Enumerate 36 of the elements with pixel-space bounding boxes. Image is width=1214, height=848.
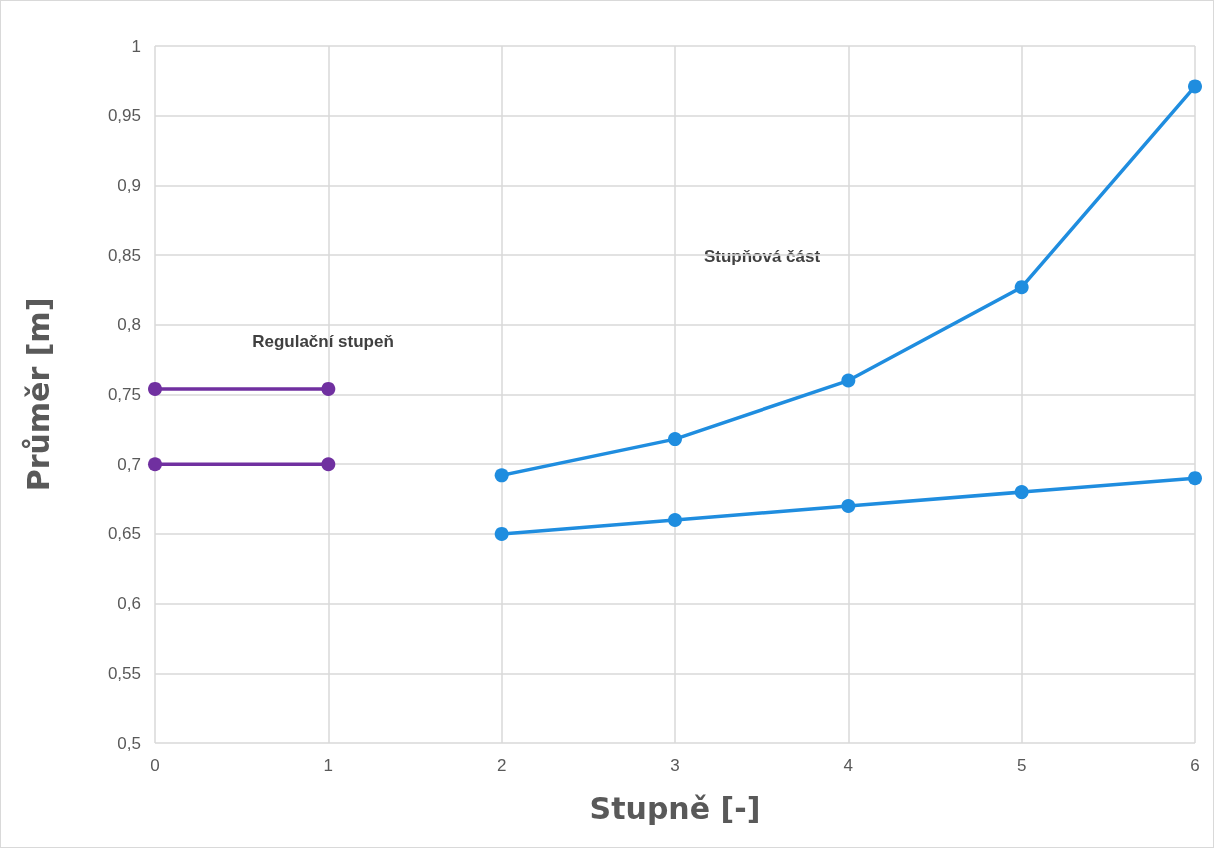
point [841,499,856,514]
annotation: Regulační stupeň [252,331,394,351]
point [494,526,509,541]
x-tick-label: 4 [843,756,854,775]
x-axis-title: Stupně [-] [589,790,761,826]
y-tick-label: 0,55 [107,663,141,683]
y-tick-label: 0,6 [117,594,141,614]
x-tick-label: 6 [1190,756,1200,775]
y-tick-label: 0,95 [107,106,141,126]
y-tick-label: 0,9 [117,175,141,195]
x-tick-label: 5 [1016,756,1027,775]
y-axis-title: Průměr [m] [20,297,56,492]
x-tick-label: 2 [496,756,507,775]
point [148,381,162,396]
point [1014,485,1029,500]
point [841,373,856,388]
point [321,381,336,396]
x-tick-label: 3 [670,756,680,775]
point [668,512,682,527]
point [1014,280,1029,295]
y-tick-label: 0,75 [107,385,141,404]
point [1188,471,1202,486]
annotation: Stupňová část [703,246,821,266]
point [1188,79,1202,94]
y-tick-label: 0,65 [107,524,141,544]
x-tick-label: 1 [323,756,334,775]
y-tick-label: 1 [131,36,141,56]
y-tick-label: 0,5 [117,733,141,753]
point [668,432,682,447]
point [148,457,162,472]
y-tick-label: 0,7 [117,454,141,474]
point [494,468,509,483]
y-tick-label: 0,8 [117,315,141,335]
point [321,457,336,472]
x-tick-label: 0 [150,756,160,775]
y-tick-label: 0,85 [107,245,141,265]
